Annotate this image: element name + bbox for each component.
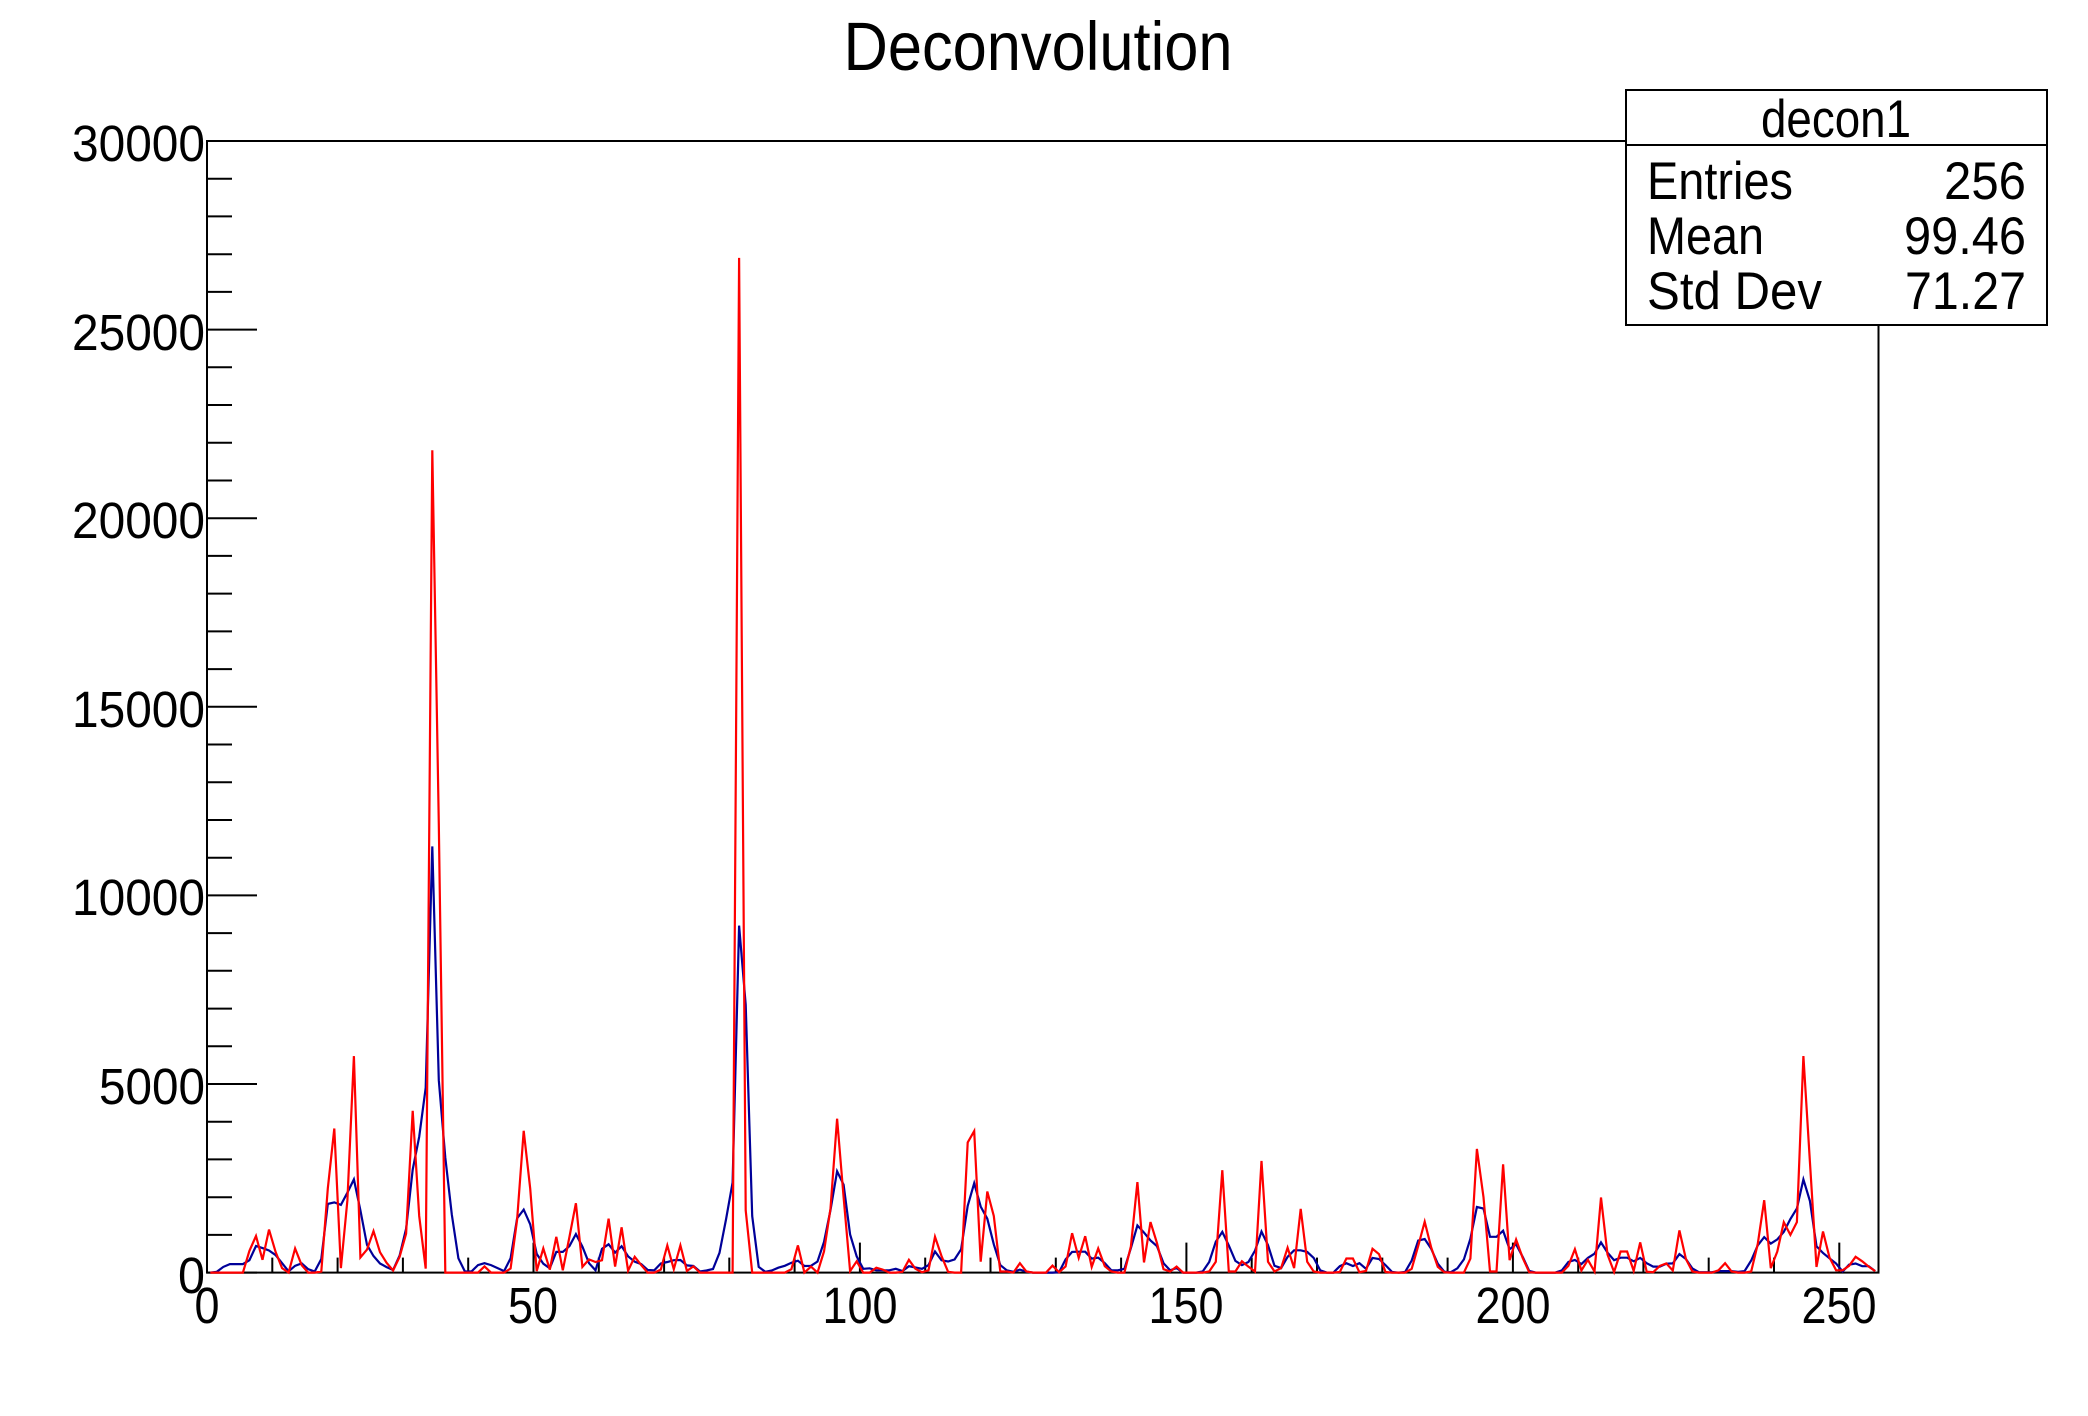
svg-text:Deconvolution: Deconvolution xyxy=(844,8,1233,85)
svg-text:Entries: Entries xyxy=(1647,152,1793,211)
svg-text:250: 250 xyxy=(1802,1277,1877,1334)
svg-text:10000: 10000 xyxy=(72,869,205,926)
svg-text:71.27: 71.27 xyxy=(1905,262,2026,321)
svg-text:Mean: Mean xyxy=(1647,207,1764,266)
svg-text:0: 0 xyxy=(178,1247,205,1304)
svg-text:200: 200 xyxy=(1476,1277,1551,1334)
svg-text:150: 150 xyxy=(1149,1277,1224,1334)
svg-text:decon1: decon1 xyxy=(1761,90,1911,149)
svg-text:100: 100 xyxy=(823,1277,898,1334)
svg-text:30000: 30000 xyxy=(72,115,205,172)
svg-text:50: 50 xyxy=(508,1277,558,1334)
svg-text:5000: 5000 xyxy=(99,1058,205,1115)
svg-text:99.46: 99.46 xyxy=(1904,207,2026,266)
svg-text:20000: 20000 xyxy=(72,492,205,549)
svg-text:256: 256 xyxy=(1944,152,2026,211)
svg-text:25000: 25000 xyxy=(72,304,205,361)
svg-text:0: 0 xyxy=(195,1277,220,1334)
svg-text:15000: 15000 xyxy=(72,681,205,738)
svg-text:Std Dev: Std Dev xyxy=(1647,262,1822,321)
